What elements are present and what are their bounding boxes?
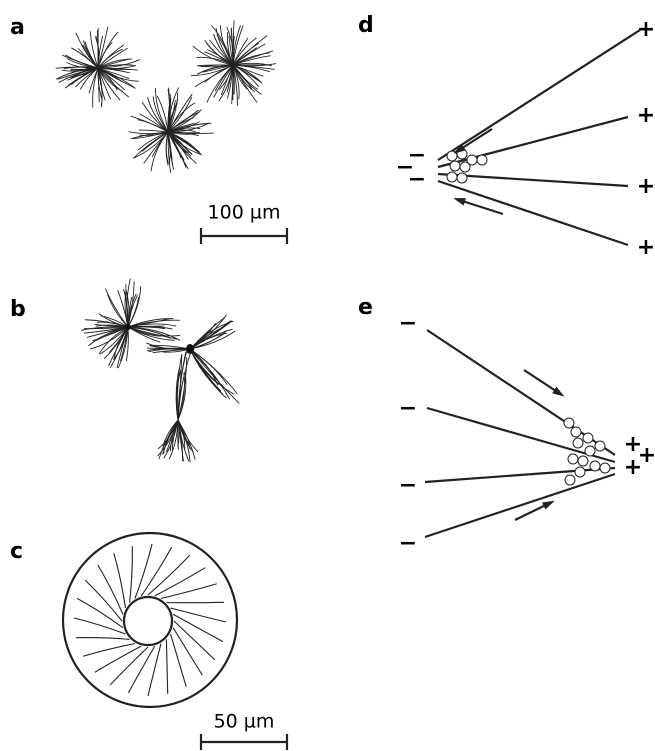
bead [585, 446, 595, 456]
centrosome [125, 324, 131, 330]
panel-label: d [358, 13, 374, 38]
outer-ring [63, 533, 237, 707]
minus-sign: − [408, 167, 426, 192]
fibre [130, 546, 133, 603]
microtubule [425, 468, 615, 482]
fibre [76, 638, 130, 640]
bead [564, 418, 574, 428]
fibre [161, 584, 217, 599]
bead [460, 162, 470, 172]
fibre [173, 628, 202, 675]
fibre [148, 555, 190, 595]
scale-bar-label: 50 µm [214, 711, 275, 733]
bead [583, 433, 593, 443]
plus-sign: + [637, 17, 655, 42]
fibre [95, 646, 141, 672]
fibre [139, 130, 168, 132]
fibre [174, 621, 215, 660]
arrowhead [453, 198, 466, 205]
centrosome [186, 344, 194, 354]
bead [573, 438, 583, 448]
panel-label: a [10, 15, 25, 40]
panel-label: e [358, 295, 373, 320]
minus-sign: − [399, 473, 417, 498]
bead [457, 173, 467, 183]
plus-sign: + [637, 174, 655, 199]
bead [447, 172, 457, 182]
fibre [114, 553, 126, 608]
arrowhead [542, 501, 555, 510]
bead [477, 155, 487, 165]
figure: a 100 µm b c 50 µm d e ++++−−−−−−−+++ [0, 0, 655, 751]
plus-sign: + [637, 235, 655, 260]
artwork [56, 20, 640, 707]
microtubule [438, 181, 628, 245]
plus-sign: + [624, 455, 642, 480]
bead [590, 461, 600, 471]
fibre [141, 547, 171, 596]
panel-label: c [10, 539, 23, 564]
bead [595, 441, 605, 451]
fibre [135, 544, 152, 598]
fibre [166, 639, 167, 694]
bead [575, 467, 585, 477]
fibre [171, 634, 187, 687]
bead [600, 463, 610, 473]
arrowhead [552, 387, 564, 397]
inner-ring [124, 597, 172, 645]
minus-sign: − [399, 311, 417, 336]
fibre [148, 644, 161, 696]
plus-sign: + [637, 103, 655, 128]
fibre [83, 644, 135, 657]
bead [450, 161, 460, 171]
fibre [74, 618, 125, 634]
panel-label: b [10, 297, 26, 322]
minus-sign: − [399, 531, 417, 556]
microtubule [425, 474, 615, 537]
fibre [171, 608, 226, 622]
bead [565, 475, 575, 485]
bead [568, 454, 578, 464]
bead [571, 427, 581, 437]
minus-sign: − [399, 396, 417, 421]
bead [578, 456, 588, 466]
scale-bar-label: 100 µm [208, 202, 281, 224]
